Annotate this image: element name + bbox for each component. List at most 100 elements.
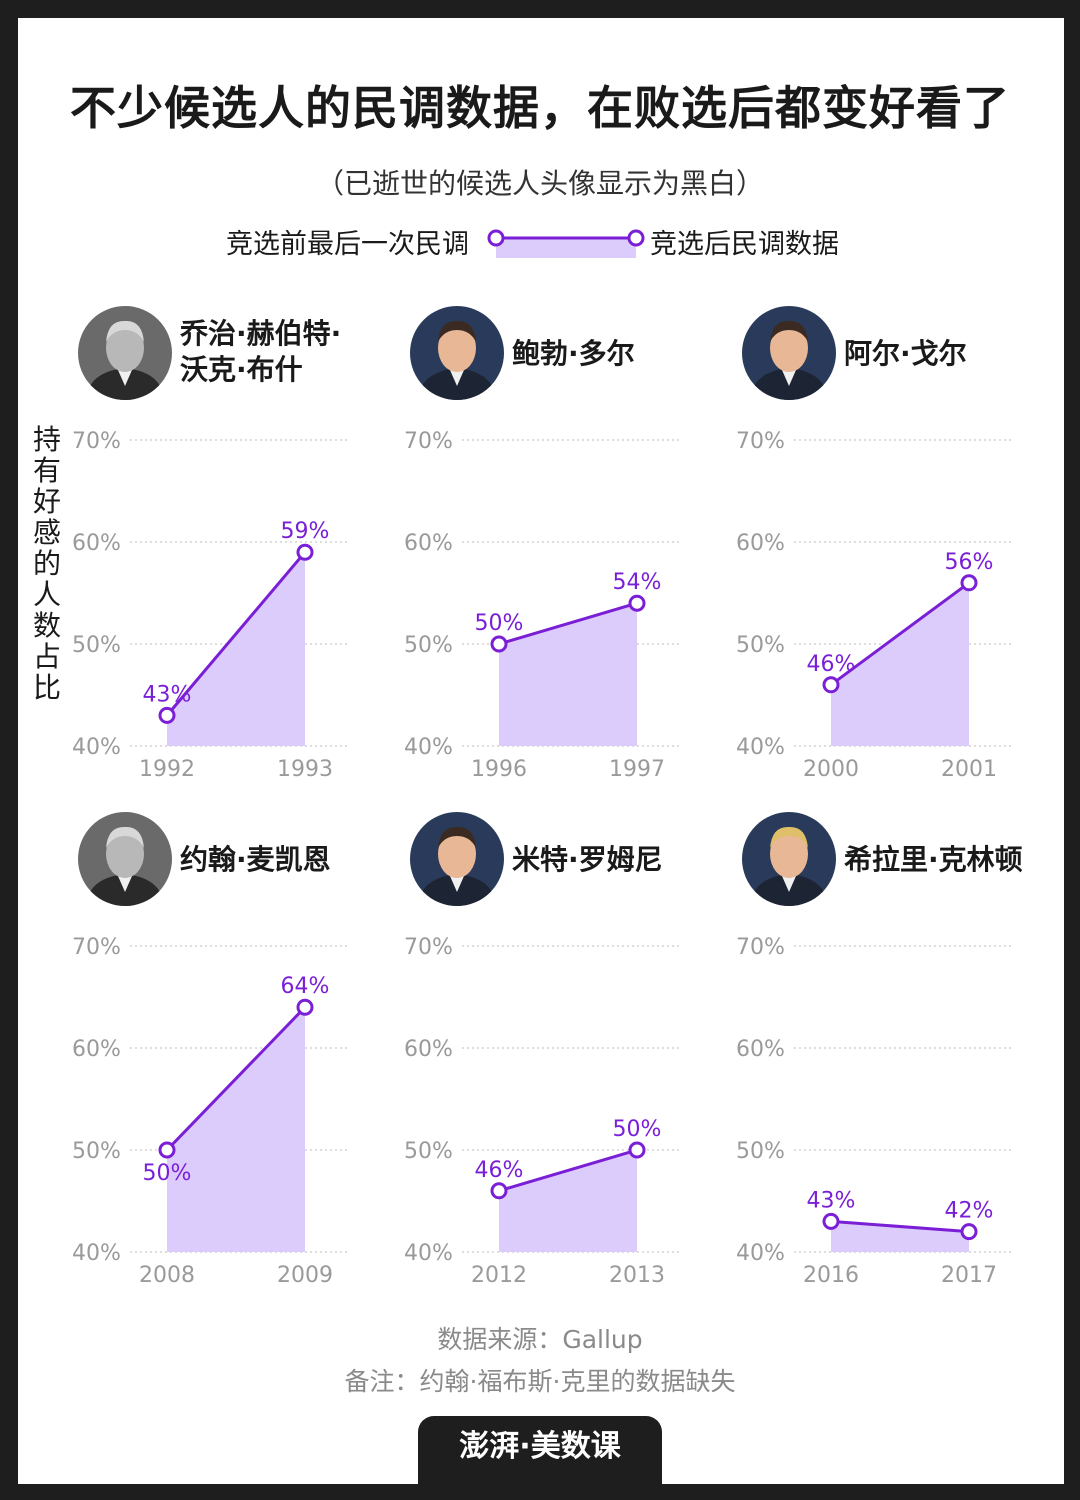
portrait-image — [742, 812, 836, 906]
y-tick-label: 60% — [736, 531, 785, 556]
area-fill — [167, 1007, 305, 1252]
portrait-image — [78, 812, 172, 906]
area-fill — [167, 552, 305, 746]
candidate-name: 阿尔·戈尔 — [844, 336, 967, 372]
y-tick-label: 60% — [72, 531, 121, 556]
data-label-after: 59% — [281, 519, 330, 544]
candidate-chart: 40% 50% 60% 70% 46% 50% 2012 2013 — [404, 935, 680, 1288]
data-point-after — [628, 1141, 646, 1159]
candidate-name-line: 沃克·布什 — [180, 353, 303, 386]
candidate-name-line: 阿尔·戈尔 — [844, 337, 967, 370]
plot-group: 40% 50% 60% 70% 46% 56% 2000 2001 — [736, 429, 1012, 782]
x-tick-label: 2013 — [609, 1263, 665, 1288]
y-tick-label: 50% — [404, 633, 453, 658]
candidate-portrait — [78, 812, 172, 906]
data-label-before: 46% — [475, 1158, 524, 1183]
y-tick-label: 40% — [736, 735, 785, 760]
x-tick-label: 1996 — [471, 757, 527, 782]
data-label-after: 56% — [945, 550, 994, 575]
candidate-chart: 40% 50% 60% 70% 50% 54% 1996 1997 — [404, 429, 680, 782]
candidate-portrait — [78, 306, 172, 400]
y-tick-label: 40% — [736, 1241, 785, 1266]
y-tick-label: 40% — [404, 735, 453, 760]
y-tick-label: 70% — [72, 935, 121, 960]
data-label-before: 50% — [475, 611, 524, 636]
candidate-portrait — [742, 306, 836, 400]
data-label-before: 43% — [807, 1188, 856, 1213]
x-tick-label: 1997 — [609, 757, 665, 782]
y-tick-label: 50% — [72, 633, 121, 658]
candidate-name: 乔治·赫伯特· 沃克·布什 — [180, 316, 341, 388]
data-point-before — [490, 1182, 508, 1200]
data-label-after: 42% — [945, 1199, 994, 1224]
y-tick-label: 70% — [736, 935, 785, 960]
series-line — [165, 551, 307, 717]
plot-group: 40% 50% 60% 70% 50% 64% 2008 2009 — [72, 935, 348, 1288]
candidate-name-line: 鲍勃·多尔 — [512, 337, 635, 370]
portrait-image — [410, 306, 504, 400]
data-point-before — [158, 1141, 176, 1159]
series-line — [830, 581, 970, 687]
y-tick-label: 50% — [72, 1139, 121, 1164]
legend-after-label: 竞选后民调数据 — [650, 229, 839, 260]
data-point-before — [822, 1212, 840, 1230]
portrait-image — [78, 306, 172, 400]
data-label-after: 54% — [613, 570, 662, 595]
area-fill — [499, 603, 637, 746]
y-tick-label: 50% — [736, 633, 785, 658]
data-label-after: 64% — [281, 974, 330, 999]
data-point-before — [822, 676, 840, 694]
y-tick-label: 40% — [72, 1241, 121, 1266]
data-point-after — [960, 1223, 978, 1241]
y-tick-label: 60% — [736, 1037, 785, 1062]
series-line — [830, 1219, 970, 1234]
candidate-portrait — [410, 306, 504, 400]
y-tick-label: 40% — [72, 735, 121, 760]
y-tick-label: 50% — [736, 1139, 785, 1164]
portrait-image — [742, 306, 836, 400]
data-point-after — [628, 594, 646, 612]
data-label-before: 50% — [143, 1161, 192, 1186]
y-tick-label: 60% — [404, 531, 453, 556]
y-tick-label: 60% — [72, 1037, 121, 1062]
x-tick-label: 2001 — [941, 757, 997, 782]
series-line — [165, 1006, 307, 1152]
candidate-name: 鲍勃·多尔 — [512, 336, 635, 372]
x-tick-label: 2016 — [803, 1263, 859, 1288]
series-line — [498, 1148, 638, 1193]
page-title: 不少候选人的民调数据，在败选后都变好看了 — [70, 81, 1010, 135]
y-tick-label: 70% — [404, 429, 453, 454]
source-note: 数据来源：Gallup — [437, 1325, 643, 1354]
legend-marker-before — [487, 229, 505, 247]
candidate-chart: 40% 50% 60% 70% 43% 59% 1992 1993 — [72, 429, 348, 782]
x-tick-label: 2017 — [941, 1263, 997, 1288]
portrait-image — [410, 812, 504, 906]
footnote: 备注：约翰·福布斯·克里的数据缺失 — [344, 1367, 736, 1396]
y-tick-label: 70% — [72, 429, 121, 454]
data-point-after — [296, 543, 314, 561]
y-tick-label: 70% — [404, 935, 453, 960]
plot-group: 40% 50% 60% 70% 50% 54% 1996 1997 — [404, 429, 680, 782]
candidate-name: 米特·罗姆尼 — [512, 842, 663, 878]
y-tick-label: 60% — [404, 1037, 453, 1062]
plot-group: 40% 50% 60% 70% 46% 50% 2012 2013 — [404, 935, 680, 1288]
candidate-chart: 40% 50% 60% 70% 46% 56% 2000 2001 — [736, 429, 1012, 782]
data-label-before: 46% — [807, 652, 856, 677]
area-fill — [499, 1150, 637, 1252]
y-tick-label: 40% — [404, 1241, 453, 1266]
candidate-chart: 40% 50% 60% 70% 50% 64% 2008 2009 — [72, 935, 348, 1288]
data-point-after — [296, 998, 314, 1016]
candidate-name-line: 约翰·麦凯恩 — [180, 843, 331, 876]
x-tick-label: 1992 — [139, 757, 195, 782]
x-tick-label: 1993 — [277, 757, 333, 782]
x-tick-label: 2012 — [471, 1263, 527, 1288]
plot-group: 40% 50% 60% 70% 43% 42% 2016 2017 — [736, 935, 1012, 1288]
data-point-before — [490, 635, 508, 653]
legend-before-label: 竞选前最后一次民调 — [226, 229, 469, 260]
candidate-name: 约翰·麦凯恩 — [180, 842, 331, 878]
candidate-portrait — [742, 812, 836, 906]
candidate-chart: 40% 50% 60% 70% 43% 42% 2016 2017 — [736, 935, 1012, 1288]
data-point-before — [158, 706, 176, 724]
legend-fill-swatch — [496, 238, 636, 258]
legend-symbol — [487, 229, 645, 258]
